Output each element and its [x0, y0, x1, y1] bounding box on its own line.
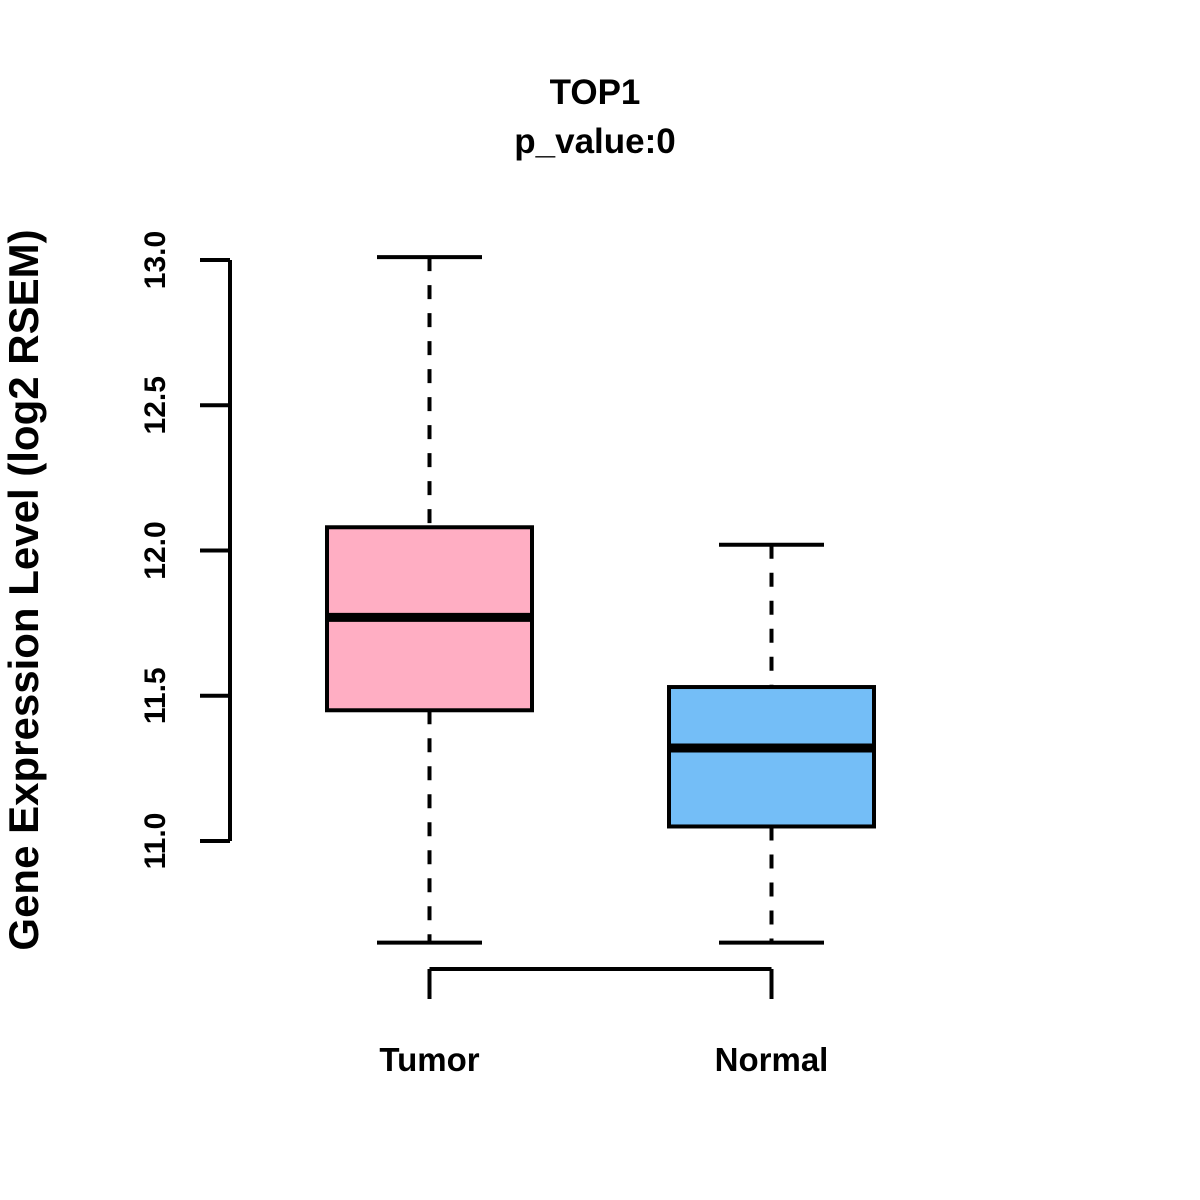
y-axis: 11.0 11.5 12.0 12.5 13.0 [139, 231, 232, 870]
x-axis: Tumor Normal [379, 967, 829, 1078]
x-category-label-tumor: Tumor [379, 1041, 479, 1078]
box-group [325, 255, 876, 945]
y-tick-label: 13.0 [139, 231, 172, 289]
iqr-box-normal [667, 685, 876, 829]
y-tick-label: 12.5 [139, 376, 172, 434]
x-category-label-normal: Normal [715, 1041, 829, 1078]
chart-subtitle: p_value:0 [514, 122, 675, 161]
y-tick-label: 11.0 [139, 813, 172, 870]
chart-title: TOP1 [550, 73, 641, 112]
y-tick-label: 11.5 [139, 667, 172, 724]
y-tick-label: 12.0 [139, 521, 172, 579]
y-axis-label: Gene Expression Level (log2 RSEM) [0, 229, 47, 950]
